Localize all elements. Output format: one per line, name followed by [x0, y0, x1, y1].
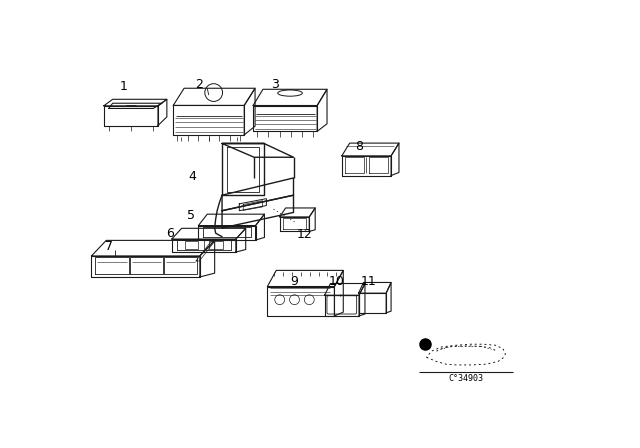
Text: 5: 5 [187, 209, 195, 222]
Text: 1: 1 [120, 80, 127, 93]
Bar [209, 241, 223, 249]
Text: 4: 4 [189, 170, 196, 183]
Text: 2: 2 [195, 78, 203, 91]
Text: 10: 10 [328, 275, 344, 288]
Text: C°34903: C°34903 [449, 374, 483, 383]
Text: 8: 8 [355, 140, 363, 153]
Text: 11: 11 [361, 275, 377, 288]
Text: 6: 6 [166, 227, 174, 240]
Bar [184, 241, 198, 249]
Text: 7: 7 [105, 241, 113, 254]
Text: 12: 12 [296, 228, 312, 241]
Text: 9: 9 [291, 275, 298, 288]
Text: 3: 3 [271, 78, 278, 91]
